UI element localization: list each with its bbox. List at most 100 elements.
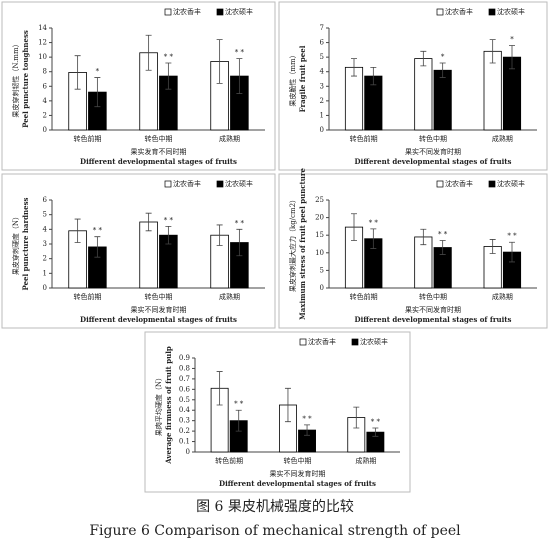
significance-label: * * [371, 418, 381, 426]
x-tick-label: 转色中期 [419, 292, 447, 301]
y-tick-label: 5 [43, 211, 47, 219]
legend-swatch [488, 8, 496, 16]
y-tick-label: 3 [43, 240, 47, 248]
x-axis-label-en: Different developmental stages of fruits [219, 479, 376, 488]
x-axis-label-en: Different developmental stages of fruits [80, 157, 237, 166]
panel-border [278, 1, 548, 171]
legend-label: 沈农硕丰 [497, 179, 525, 188]
x-tick-label: 成熟期 [355, 456, 376, 465]
x-tick-label: 转色前期 [74, 134, 102, 143]
x-tick-label: 转色前期 [350, 292, 378, 301]
error-bar [94, 236, 101, 258]
y-tick-label: 0 [186, 448, 190, 456]
x-tick-label: 转色前期 [350, 134, 378, 143]
legend-label: 沈农硕丰 [225, 179, 253, 188]
y-tick-label: 25 [315, 196, 324, 204]
y-tick-label: 0.2 [179, 427, 190, 435]
y-tick-label: 0.3 [179, 417, 190, 425]
error-bar [236, 228, 243, 257]
x-axis-label: 果实不同发育时期 [131, 305, 187, 314]
y-tick-label: 20 [315, 214, 324, 222]
y-tick-label: 0.5 [179, 396, 190, 404]
legend-swatch [299, 338, 307, 346]
error-bar [420, 228, 427, 246]
y-tick-label: 4 [320, 68, 325, 76]
significance-label: * * [234, 400, 244, 408]
error-bar [351, 58, 357, 77]
error-bar [489, 239, 496, 254]
y-tick-label: 10 [38, 53, 47, 61]
error-bar [235, 409, 242, 432]
bar [344, 66, 364, 131]
panel-border [1, 173, 276, 329]
x-axis-label: 果实不同发育时期 [405, 147, 461, 156]
y-tick-label: 5 [320, 266, 324, 274]
y-tick-label: 12 [38, 39, 47, 47]
error-bar [216, 39, 223, 84]
error-bar [351, 213, 357, 241]
y-tick-label: 6 [320, 39, 325, 47]
y-axis-label-en: Peel puncture hardness [21, 197, 30, 290]
y-tick-label: 0.7 [179, 375, 190, 383]
y-tick-label: 4 [43, 97, 48, 105]
y-tick-label: 0 [320, 126, 324, 134]
x-tick-label: 转色前期 [74, 292, 102, 301]
significance-label: * * [235, 49, 245, 57]
y-axis-label: 果皮穿刺硬度（N） [11, 213, 20, 275]
y-tick-label: 6 [43, 82, 48, 90]
y-axis-label-en: Maximum stress of fruit peel puncture [298, 167, 307, 320]
legend-swatch [436, 8, 444, 16]
x-tick-label: 转色中期 [419, 134, 447, 143]
y-axis-label-en: Peel puncture toughness [21, 30, 30, 128]
bar [433, 69, 452, 131]
error-bar [509, 241, 515, 263]
significance-label: * * [164, 53, 174, 61]
legend-label: 沈农香丰 [308, 337, 336, 346]
y-tick-label: 0.6 [179, 385, 191, 393]
y-tick-label: 8 [43, 68, 47, 76]
x-axis-label-en: Different developmental stages of fruits [355, 315, 512, 324]
error-bar [489, 39, 496, 64]
y-tick-label: 0.1 [179, 438, 190, 446]
x-tick-label: 成熟期 [492, 134, 513, 143]
significance-label: * * [235, 219, 245, 227]
x-axis-label: 果实不同发育时期 [405, 305, 461, 314]
y-tick-label: 1 [320, 111, 324, 119]
error-bar [439, 62, 446, 78]
y-tick-label: 0 [43, 284, 47, 292]
significance-label: * * [507, 232, 517, 240]
y-tick-label: 2 [43, 255, 47, 263]
legend-swatch [216, 180, 224, 188]
error-bar [145, 212, 152, 232]
bar [414, 58, 433, 131]
y-tick-label: 14 [38, 24, 47, 32]
error-bar [353, 406, 360, 429]
x-tick-label: 成熟期 [219, 134, 240, 143]
legend-label: 沈农香丰 [173, 179, 201, 188]
legend-label: 沈农硕丰 [225, 7, 253, 16]
y-tick-label: 0.8 [179, 364, 190, 372]
legend-label: 沈农硕丰 [497, 7, 525, 16]
y-tick-label: 3 [320, 82, 324, 90]
legend-swatch [164, 8, 172, 16]
y-axis-label: 果皮穿刺韧性（N.mm） [11, 40, 20, 117]
legend-swatch [351, 338, 359, 346]
y-tick-label: 10 [315, 249, 324, 257]
y-axis-label-en: Fragile fruit peel [298, 45, 307, 112]
y-tick-label: 0 [320, 284, 324, 292]
x-axis-label-en: Different developmental stages of fruits [355, 157, 512, 166]
error-bar [509, 45, 515, 70]
x-tick-label: 成熟期 [492, 292, 513, 301]
x-axis-label: 果实不同发育时期 [270, 469, 326, 478]
error-bar [370, 228, 377, 249]
x-tick-label: 成熟期 [219, 292, 240, 301]
error-bar [439, 240, 446, 255]
significance-label: * * [164, 216, 174, 224]
significance-label: * * [302, 415, 312, 423]
y-tick-label: 0 [43, 126, 47, 134]
y-axis-label: 果皮穿刺最大应力（kg/cm2） [288, 196, 297, 292]
significance-label: * [96, 68, 100, 76]
legend-swatch [488, 180, 496, 188]
y-axis-label: 果肉平均硬度（N） [154, 374, 163, 436]
